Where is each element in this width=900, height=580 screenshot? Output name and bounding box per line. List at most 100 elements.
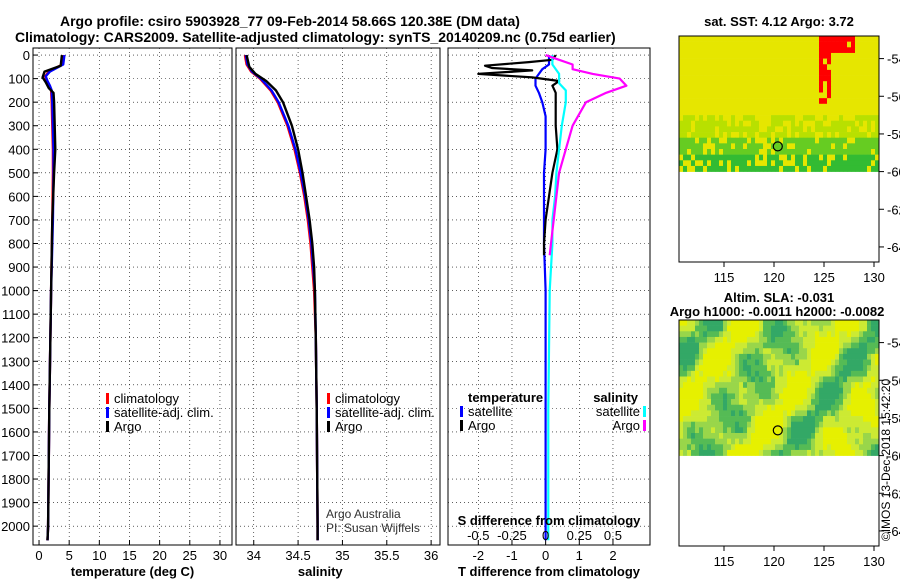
map-cell	[803, 36, 808, 42]
map-cell	[703, 365, 708, 372]
map-cell	[779, 160, 784, 167]
map-cell	[759, 416, 764, 422]
map-cell	[699, 149, 704, 155]
map-cell	[683, 325, 688, 332]
map-cell	[735, 132, 740, 138]
map-cell	[807, 143, 812, 150]
map-cell	[803, 427, 808, 434]
map-cell	[723, 75, 728, 82]
map-cell	[715, 115, 720, 122]
y-tick-label: -60	[887, 165, 900, 180]
map-cell	[863, 149, 868, 155]
map-cell	[847, 86, 852, 93]
map-cell	[771, 449, 776, 456]
map-cell	[715, 154, 720, 161]
map-cell	[719, 69, 724, 76]
map-cell	[723, 103, 728, 110]
map-cell	[851, 154, 856, 161]
map-cell	[691, 165, 696, 172]
map-cell	[747, 399, 752, 406]
map-cell	[875, 149, 880, 155]
map-cell	[819, 52, 824, 59]
map-cell	[791, 404, 796, 411]
map-cell	[835, 399, 840, 406]
map-cell	[851, 382, 856, 389]
map-cell	[683, 382, 688, 389]
map-cell	[871, 154, 876, 161]
map-cell	[839, 393, 844, 400]
map-cell	[711, 103, 716, 110]
map-cell	[679, 433, 684, 439]
map-cell	[747, 376, 752, 383]
map-cell	[707, 416, 712, 422]
map-cell	[771, 399, 776, 406]
map-cell	[823, 132, 828, 138]
map-cell	[723, 427, 728, 434]
map-cell	[747, 320, 752, 326]
map-cell	[679, 154, 684, 161]
map-cell	[727, 47, 732, 54]
map-cell	[759, 103, 764, 110]
map-cell	[759, 160, 764, 167]
map-cell	[827, 41, 832, 48]
y-tick-label: -54	[887, 336, 900, 351]
map-cell	[695, 421, 700, 428]
map-cell	[831, 64, 836, 71]
map-cell	[707, 41, 712, 48]
map-cell	[831, 449, 836, 456]
map-cell	[811, 393, 816, 400]
map-cell	[691, 370, 696, 377]
map-cell	[787, 359, 792, 366]
map-cell	[807, 433, 812, 439]
map-cell	[683, 365, 688, 372]
map-cell	[763, 75, 768, 82]
map-cell	[799, 126, 804, 133]
map-cell	[799, 103, 804, 110]
map-cell	[771, 404, 776, 411]
map-cell	[715, 86, 720, 93]
map-cell	[787, 154, 792, 161]
map-cell	[775, 98, 780, 105]
map-cell	[839, 365, 844, 372]
map-cell	[703, 410, 708, 417]
map-cell	[679, 325, 684, 332]
map-cell	[763, 98, 768, 105]
map-cell	[699, 69, 704, 76]
map-cell	[763, 154, 768, 161]
map-cell	[851, 98, 856, 105]
map-cell	[755, 64, 760, 71]
map-cell	[855, 36, 860, 42]
map-cell	[819, 399, 824, 406]
map-cell	[727, 410, 732, 417]
map-cell	[751, 36, 756, 42]
map-cell	[723, 336, 728, 343]
map-cell	[859, 348, 864, 355]
map-cell	[831, 416, 836, 422]
map-cell	[799, 98, 804, 105]
map-cell	[851, 444, 856, 451]
map-cell	[847, 52, 852, 59]
map-cell	[759, 399, 764, 406]
map-cell	[711, 126, 716, 133]
map-cell	[739, 126, 744, 133]
map-cell	[723, 387, 728, 394]
map-cell	[787, 132, 792, 138]
map-cell	[851, 92, 856, 99]
map-cell	[847, 160, 852, 167]
map-cell	[867, 81, 872, 88]
map-cell	[783, 86, 788, 93]
map-cell	[679, 86, 684, 93]
map-cell	[751, 41, 756, 48]
map-cell	[715, 444, 720, 451]
legend-label: climatology	[335, 391, 401, 406]
map-cell	[715, 410, 720, 417]
map-cell	[751, 421, 756, 428]
map-cell	[751, 137, 756, 144]
map-cell	[691, 86, 696, 93]
map-cell	[819, 120, 824, 127]
map-cell	[835, 47, 840, 54]
map-cell	[791, 438, 796, 445]
map-cell	[795, 336, 800, 343]
map-cell	[859, 382, 864, 389]
map-cell	[819, 92, 824, 99]
